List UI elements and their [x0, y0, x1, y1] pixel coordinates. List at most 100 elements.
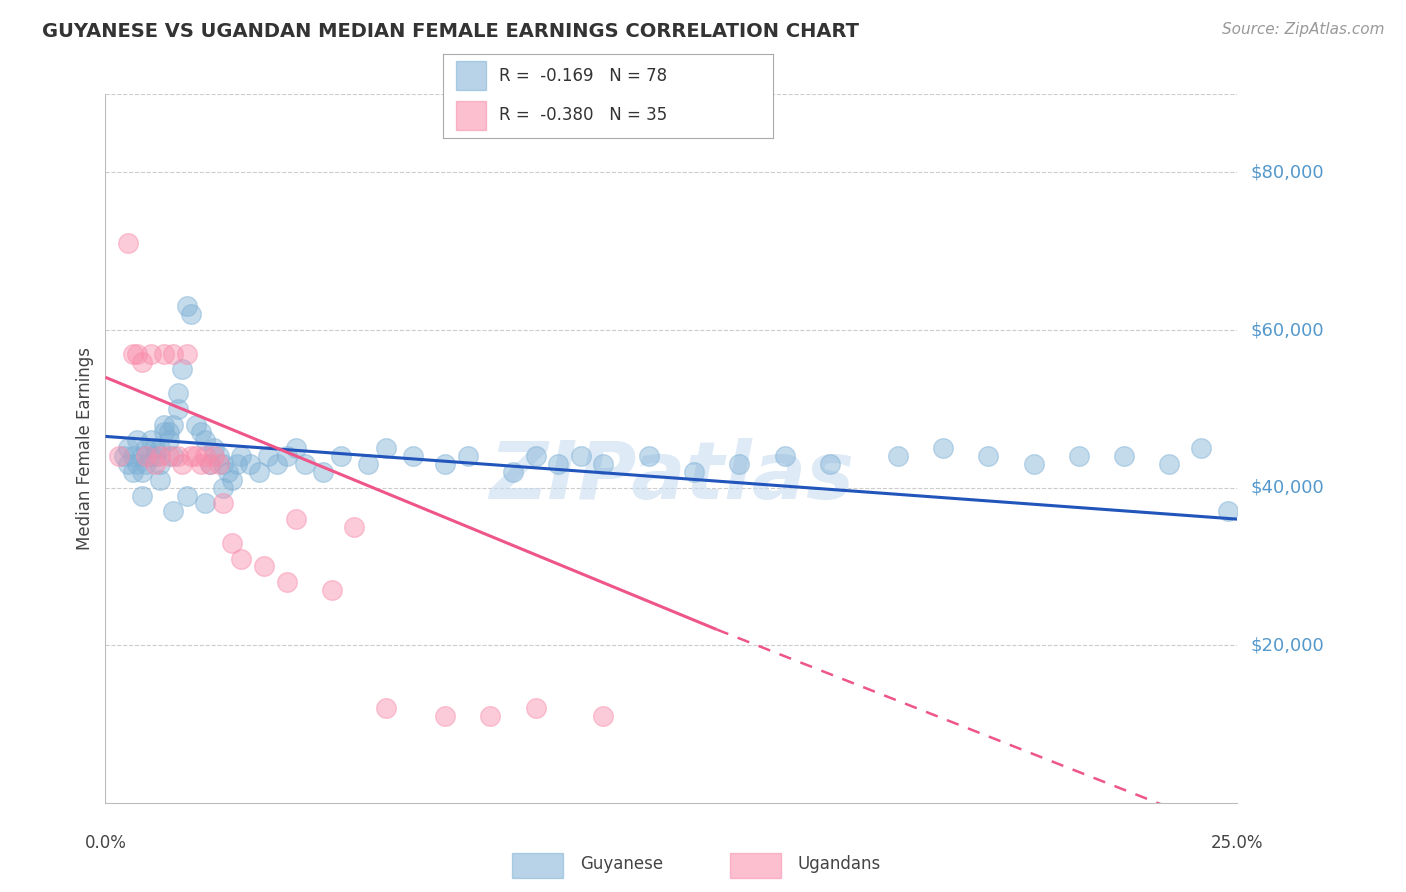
Point: [176, 299, 198, 313]
Point: [157, 449, 180, 463]
Point: [127, 434, 149, 448]
Point: [502, 465, 524, 479]
Point: [198, 457, 221, 471]
Point: [121, 346, 143, 360]
Point: [1022, 457, 1045, 471]
Point: [329, 449, 352, 463]
Point: [167, 401, 190, 416]
Point: [231, 551, 253, 566]
Point: [357, 457, 380, 471]
Point: [208, 457, 231, 471]
Point: [932, 442, 955, 455]
Text: $40,000: $40,000: [1251, 479, 1324, 497]
Point: [127, 346, 149, 360]
Point: [194, 496, 217, 510]
Point: [276, 449, 298, 463]
Point: [569, 449, 592, 463]
Point: [121, 449, 143, 463]
Point: [479, 709, 502, 723]
Point: [524, 701, 547, 715]
Point: [117, 236, 139, 251]
Point: [202, 449, 225, 463]
Text: $60,000: $60,000: [1251, 321, 1324, 339]
Point: [683, 465, 706, 479]
Point: [180, 449, 202, 463]
Point: [773, 449, 796, 463]
Point: [284, 512, 307, 526]
Point: [887, 449, 910, 463]
Point: [108, 449, 131, 463]
Point: [321, 583, 343, 598]
Point: [139, 346, 162, 360]
Point: [162, 417, 184, 432]
Point: [149, 457, 172, 471]
Point: [294, 457, 316, 471]
Text: 25.0%: 25.0%: [1211, 834, 1264, 852]
Point: [143, 457, 166, 471]
Point: [343, 520, 366, 534]
Text: R =  -0.380   N = 35: R = -0.380 N = 35: [499, 105, 668, 123]
Text: Source: ZipAtlas.com: Source: ZipAtlas.com: [1222, 22, 1385, 37]
Point: [184, 449, 207, 463]
Point: [231, 449, 253, 463]
Text: 0.0%: 0.0%: [84, 834, 127, 852]
Point: [257, 449, 280, 463]
Point: [135, 442, 157, 455]
Point: [284, 442, 307, 455]
Point: [592, 709, 614, 723]
Point: [728, 457, 751, 471]
Point: [149, 473, 172, 487]
Point: [433, 457, 456, 471]
FancyBboxPatch shape: [456, 62, 486, 90]
Point: [818, 457, 841, 471]
Point: [139, 449, 162, 463]
Point: [112, 449, 135, 463]
Point: [977, 449, 1000, 463]
Point: [637, 449, 659, 463]
Point: [221, 535, 243, 549]
Point: [131, 449, 153, 463]
Text: Guyanese: Guyanese: [581, 855, 664, 872]
Point: [157, 425, 180, 440]
Point: [217, 465, 239, 479]
Y-axis label: Median Female Earnings: Median Female Earnings: [76, 347, 94, 549]
Point: [184, 417, 207, 432]
Point: [135, 457, 157, 471]
Point: [167, 449, 190, 463]
FancyBboxPatch shape: [731, 853, 782, 878]
FancyBboxPatch shape: [513, 853, 564, 878]
Point: [149, 442, 172, 455]
Text: $80,000: $80,000: [1251, 163, 1324, 181]
Point: [312, 465, 335, 479]
Point: [524, 449, 547, 463]
Point: [149, 449, 172, 463]
Text: R =  -0.169   N = 78: R = -0.169 N = 78: [499, 68, 668, 86]
Point: [121, 465, 143, 479]
Point: [212, 457, 235, 471]
Point: [1189, 442, 1212, 455]
Point: [131, 489, 153, 503]
Point: [162, 504, 184, 518]
Point: [139, 434, 162, 448]
Point: [276, 575, 298, 590]
Point: [402, 449, 425, 463]
Point: [135, 449, 157, 463]
Point: [375, 442, 398, 455]
Point: [1159, 457, 1181, 471]
Point: [117, 457, 139, 471]
Point: [143, 449, 166, 463]
Point: [143, 442, 166, 455]
Point: [162, 449, 184, 463]
Point: [176, 346, 198, 360]
Text: Ugandans: Ugandans: [799, 855, 882, 872]
Point: [153, 417, 176, 432]
Point: [547, 457, 569, 471]
Point: [157, 434, 180, 448]
Point: [131, 354, 153, 368]
Point: [1114, 449, 1136, 463]
Point: [457, 449, 479, 463]
Point: [212, 481, 235, 495]
Point: [153, 346, 176, 360]
Point: [198, 457, 221, 471]
Point: [194, 449, 217, 463]
